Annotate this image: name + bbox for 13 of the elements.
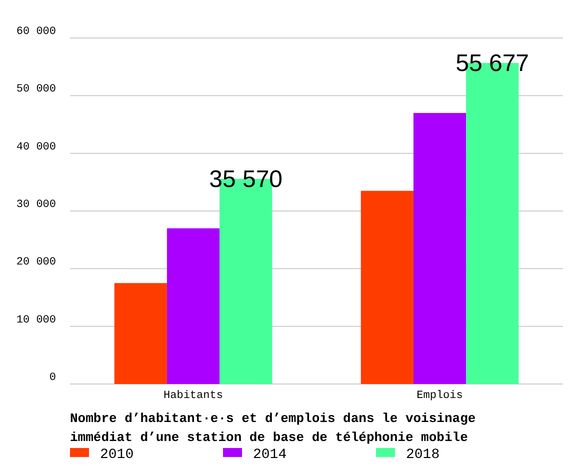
legend-label: 2010 — [100, 447, 134, 463]
y-tick-label: 50 000 — [16, 84, 56, 96]
legend-label: 2014 — [253, 447, 287, 463]
x-tick-label: Habitants — [164, 390, 223, 402]
y-tick-label: 40 000 — [16, 141, 56, 154]
legend-label: 2018 — [406, 447, 440, 463]
y-tick-label: 0 — [49, 372, 56, 384]
y-tick-label: 30 000 — [16, 199, 56, 211]
y-tick-label: 60 000 — [16, 26, 56, 38]
y-tick-label: 10 000 — [16, 314, 56, 326]
x-tick-label: Emplois — [416, 390, 463, 402]
text: Nombre d’habitant·e·s et d’emplois dans le voisinage immédiat d’une station de base de téléphonie mobile — [70, 411, 476, 445]
y-tick-label: 20 000 — [16, 256, 56, 269]
